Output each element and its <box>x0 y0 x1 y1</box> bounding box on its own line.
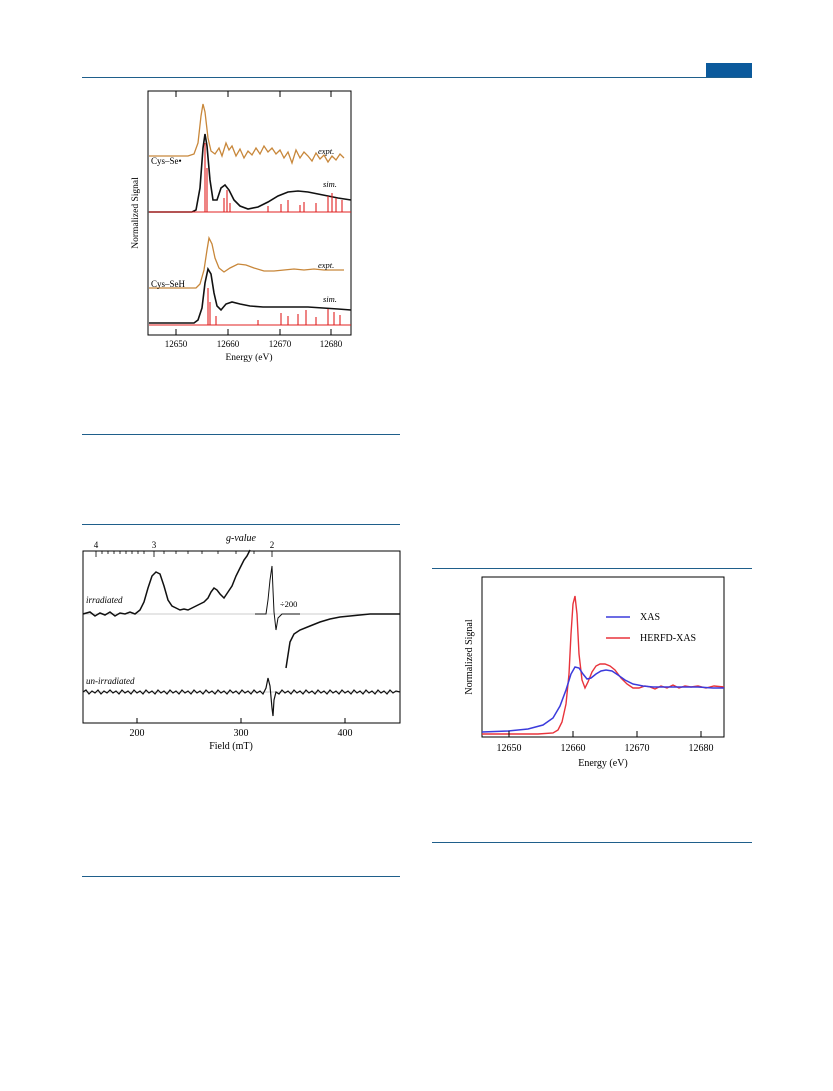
fig2-gtick-2: 2 <box>270 540 275 550</box>
fig3-ticks <box>508 731 702 737</box>
fig2-xtick-200: 200 <box>130 728 145 739</box>
figure-1: Cys–Se• expt. sim. Cys–SeH expt. sim. 12… <box>131 90 352 363</box>
fig3-xtick-12670: 12670 <box>625 743 650 754</box>
fig2-unirradiated-trace <box>82 677 401 717</box>
fig2-bottom-ticks <box>136 718 346 723</box>
top-panel-label: Cys–Se• <box>151 156 182 166</box>
rule-right-1 <box>432 568 752 569</box>
figure-3: XAS HERFD-XAS 12650 12660 12670 12680 En… <box>464 576 725 769</box>
fig1-xtick-12670: 12670 <box>269 339 292 349</box>
fig3-xtick-12660: 12660 <box>561 743 586 754</box>
bottom-sim-label: sim. <box>323 294 337 304</box>
top-sim-label: sim. <box>323 179 337 189</box>
fig2-xlabel: Field (mT) <box>209 741 253 752</box>
fig3-herfd-trace <box>482 595 725 735</box>
top-expt-trace <box>149 103 345 166</box>
figure-2: g-value 4 3 2 ÷200 irradiated un-irradia… <box>82 533 401 752</box>
fig3-xas-trace <box>481 666 724 733</box>
figure-1-frame <box>147 90 352 336</box>
fig2-label-unirradiated: un-irradiated <box>86 676 135 686</box>
bottom-panel-label: Cys–SeH <box>151 279 186 289</box>
fig2-top-minor-ticks <box>95 551 273 557</box>
bottom-sim-trace <box>149 266 352 324</box>
fig2-xtick-400: 400 <box>338 728 353 739</box>
bottom-expt-label: expt. <box>318 260 334 270</box>
fig2-gtick-4: 4 <box>94 540 99 550</box>
fig2-top-axis-label: g-value <box>226 533 257 544</box>
fig1-xlabel: Energy (eV) <box>225 352 272 363</box>
rule-right-2 <box>432 842 752 843</box>
legend-xas-label: XAS <box>640 612 660 623</box>
figure-1-ticks <box>175 91 332 335</box>
top-stick-spectrum <box>149 143 351 213</box>
fig3-legend: XAS HERFD-XAS <box>606 612 696 644</box>
fig3-ylabel: Normalized Signal <box>464 619 475 694</box>
rule-left-3 <box>82 876 400 877</box>
top-sim-trace <box>149 133 352 213</box>
fig2-gtick-3: 3 <box>152 540 157 550</box>
fig3-xtick-12650: 12650 <box>497 743 522 754</box>
bottom-expt-trace <box>149 235 344 289</box>
fig1-xtick-12650: 12650 <box>165 339 188 349</box>
fig2-irradiated-zoom-trace <box>285 613 400 669</box>
legend-herfd-label: HERFD-XAS <box>640 633 696 644</box>
fig1-xtick-12680: 12680 <box>320 339 343 349</box>
header-rule <box>82 77 752 78</box>
fig2-frame <box>82 550 401 724</box>
fig3-frame <box>481 576 725 738</box>
fig1-ylabel: Normalized Signal <box>131 177 141 249</box>
fig3-xtick-12680: 12680 <box>689 743 714 754</box>
fig3-xlabel: Energy (eV) <box>578 758 628 769</box>
rule-left-2 <box>82 524 400 525</box>
fig2-central-signal <box>255 565 300 631</box>
fig2-irradiated-trace <box>82 549 251 617</box>
header-accent-block <box>706 63 752 77</box>
fig1-xtick-12660: 12660 <box>217 339 240 349</box>
bottom-stick-spectrum <box>149 288 351 326</box>
top-expt-label: expt. <box>318 146 334 156</box>
fig2-label-irradiated: irradiated <box>86 595 123 605</box>
fig2-scale-note: ÷200 <box>280 599 297 609</box>
rule-left-1 <box>82 434 400 435</box>
fig2-xtick-300: 300 <box>234 728 249 739</box>
